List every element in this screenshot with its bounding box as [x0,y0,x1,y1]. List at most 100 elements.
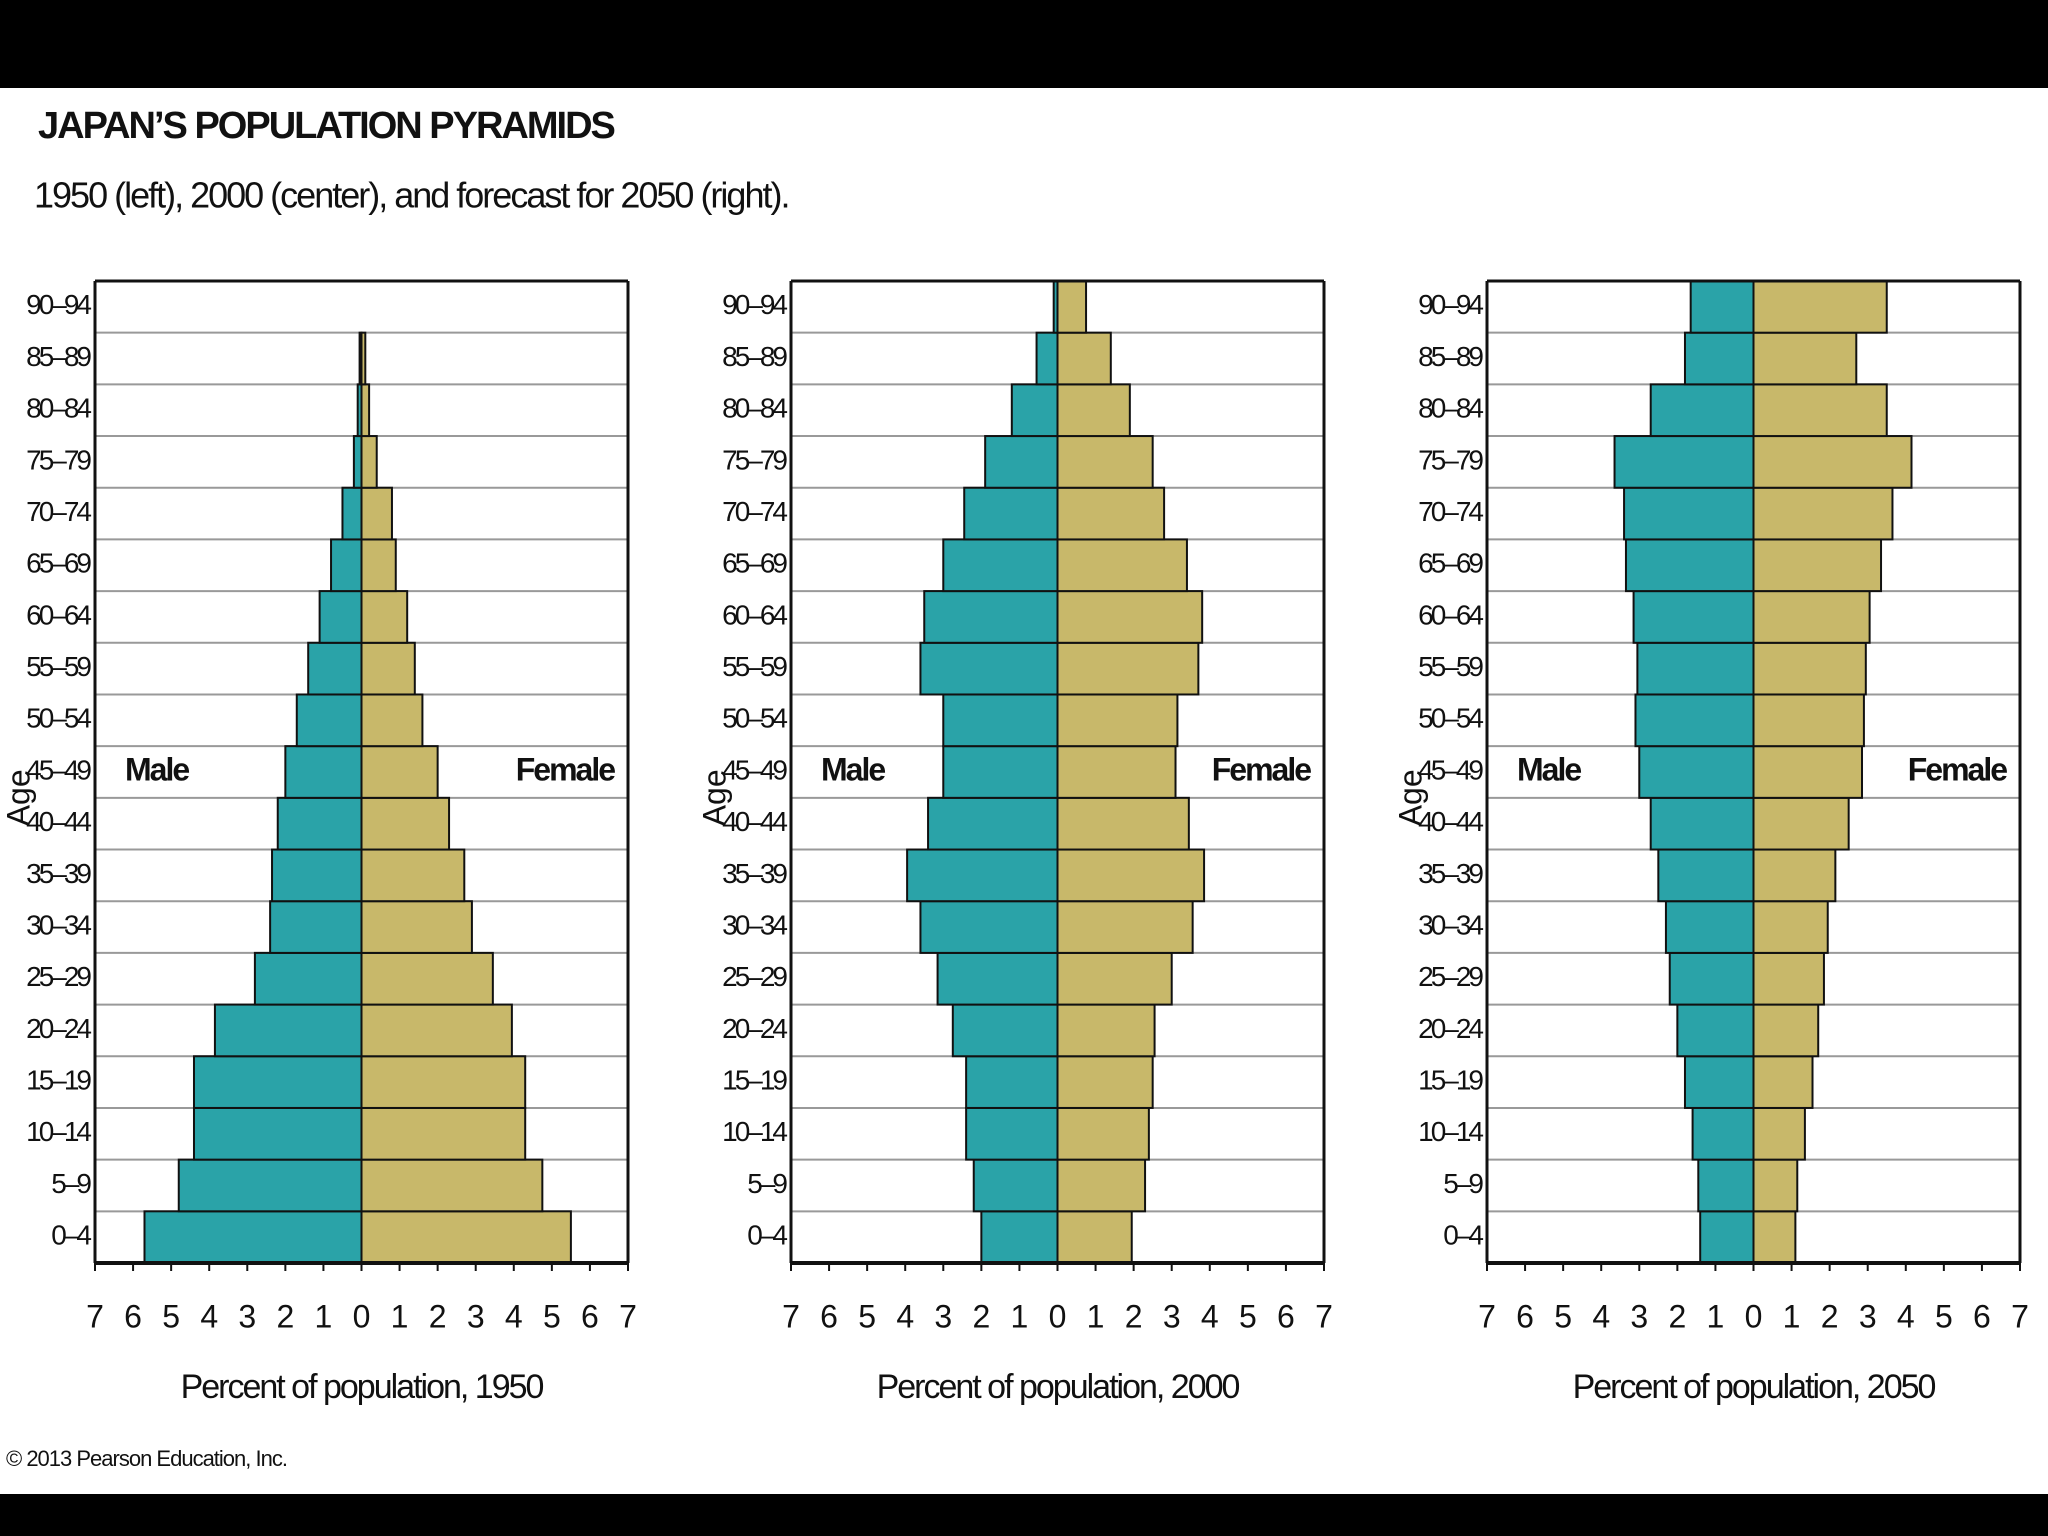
bar [1056,486,1166,541]
x-tick-label: 3 [467,1298,485,1334]
y-tick-label: 20–24 [1418,1013,1483,1044]
y-tick-label: 0–4 [747,1220,787,1251]
bar [1752,383,1888,438]
bar [271,848,363,903]
y-axis-title: Age [1392,769,1428,826]
bar [1752,693,1865,748]
x-tick-label: 7 [2011,1298,2029,1334]
bar [1752,1158,1799,1213]
bar [1752,331,1858,386]
bar [1657,848,1755,903]
y-tick-label: 55–59 [722,651,787,682]
bar [360,1210,572,1265]
bar [360,641,416,696]
x-tick-label: 5 [1935,1298,1953,1334]
y-tick-label: 80–84 [26,393,91,424]
y-tick-label: 85–89 [1418,341,1483,372]
bar [1056,641,1200,696]
x-tick-label: 4 [896,1298,914,1334]
y-tick-label: 60–64 [1418,599,1483,630]
bar [1691,1106,1755,1161]
bar [1676,1003,1755,1058]
bar [1752,641,1867,696]
bar [1636,641,1755,696]
bar [1056,693,1179,748]
y-tick-label: 45–49 [722,754,787,785]
x-tick-label: 1 [391,1298,409,1334]
bar [1056,900,1194,954]
y-tick-label: 55–59 [1418,651,1483,682]
bar [923,590,1059,644]
bar [942,745,1059,799]
x-tick-label: 5 [858,1298,876,1334]
bar [360,486,393,541]
y-tick-label: 40–44 [26,806,91,837]
x-tick-label: 7 [619,1298,637,1334]
x-tick-label: 2 [1125,1298,1143,1334]
y-tick-label: 15–19 [1418,1064,1483,1095]
legend-label: Male [1517,751,1581,787]
y-tick-label: 10–14 [722,1116,787,1147]
x-tick-label: 0 [1745,1298,1763,1334]
bar [1056,538,1188,593]
bar [1624,538,1755,593]
bar [284,745,363,799]
x-tick-label: 2 [972,1298,990,1334]
bar [919,900,1059,954]
x-tick-label: 1 [1087,1298,1105,1334]
bar [1752,590,1871,644]
bar [1664,900,1755,954]
y-tick-label: 60–64 [26,599,91,630]
x-axis-title: Percent of population, 1950 [181,1368,544,1406]
bar [360,1106,527,1161]
x-tick-label: 2 [1821,1298,1839,1334]
bar [1056,1055,1154,1109]
y-tick-label: 10–14 [26,1116,91,1147]
bar [1632,590,1755,644]
x-axis-title: Percent of population, 2050 [1573,1368,1936,1406]
bar [1752,900,1829,954]
copyright: © 2013 Pearson Education, Inc. [6,1446,287,1471]
bar [307,641,363,696]
bar [192,1106,363,1161]
y-tick-label: 70–74 [1418,496,1483,527]
bar [177,1158,363,1213]
bar [213,1003,363,1058]
bar [276,796,363,851]
x-tick-label: 7 [1315,1298,1333,1334]
y-tick-label: 55–59 [26,651,91,682]
y-tick-label: 35–39 [1418,858,1483,889]
bar [1683,331,1755,386]
bar [1752,280,1888,334]
bar [942,693,1059,748]
y-tick-label: 60–64 [722,599,787,630]
bar [1668,951,1755,1006]
y-tick-label: 10–14 [1418,1116,1483,1147]
x-tick-label: 2 [1668,1298,1686,1334]
y-tick-label: 90–94 [26,289,91,320]
y-tick-label: 65–69 [26,548,91,579]
y-tick-label: 25–29 [26,961,91,992]
bar [1056,848,1206,903]
bar [1623,486,1755,541]
x-tick-label: 1 [1011,1298,1029,1334]
x-tick-label: 6 [820,1298,838,1334]
x-tick-label: 6 [1973,1298,1991,1334]
x-tick-label: 7 [86,1298,104,1334]
bar [360,1055,527,1109]
bar [1697,1158,1755,1213]
x-tick-label: 5 [162,1298,180,1334]
bar [360,1158,544,1213]
bar [360,951,494,1006]
bar [936,951,1059,1006]
y-axis-title: Age [696,769,732,826]
y-tick-label: 35–39 [26,858,91,889]
y-tick-label: 85–89 [722,341,787,372]
legend-label: Female [1908,751,2007,787]
bar [1056,435,1154,489]
bar [1035,331,1059,386]
x-tick-label: 3 [1630,1298,1648,1334]
y-tick-label: 20–24 [722,1013,787,1044]
legend-label: Female [516,751,615,787]
